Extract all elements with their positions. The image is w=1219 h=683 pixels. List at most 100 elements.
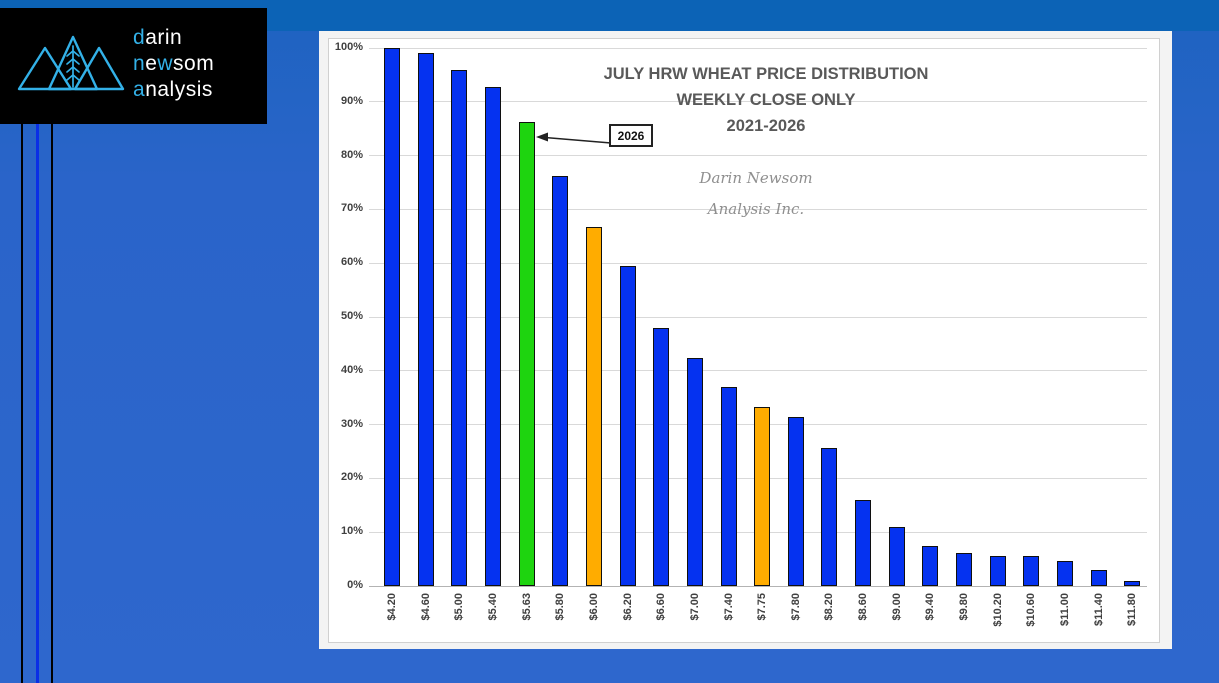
- bar-$4.20: [384, 48, 400, 586]
- price-distribution-chart: JULY HRW WHEAT PRICE DISTRIBUTION WEEKLY…: [328, 38, 1160, 643]
- x-tick-label: $5.40: [484, 593, 502, 621]
- bar-$8.20: [821, 448, 838, 586]
- x-tick-label-text: $8.20: [823, 593, 836, 621]
- bar-$10.20: [989, 555, 1006, 586]
- x-tick-label: $8.60: [854, 593, 872, 621]
- left-divider-line-2: [51, 124, 53, 683]
- y-tick-label: 20%: [340, 471, 363, 484]
- x-tick-label: $6.60: [652, 593, 670, 621]
- x-tick-label: $5.80: [551, 593, 569, 621]
- x-tick-label-text: $6.00: [587, 593, 600, 621]
- bar-$9.00: [888, 526, 905, 586]
- chart-title-line2: WEEKLY CLOSE ONLY: [676, 91, 856, 109]
- x-tick-label: $10.20: [989, 593, 1007, 627]
- mountain-triangles-wheat-icon: [17, 35, 125, 91]
- gridline: [369, 47, 1147, 49]
- x-tick-label: $11.00: [1056, 593, 1074, 626]
- bar-$6.60: [653, 327, 670, 586]
- y-tick-label: 10%: [340, 525, 363, 538]
- bar-$10.60: [1023, 556, 1040, 586]
- x-tick-label-text: $10.60: [1025, 593, 1038, 627]
- y-tick-label: 70%: [340, 202, 363, 215]
- x-tick-label-text: $7.80: [789, 593, 802, 621]
- x-tick-label-text: $4.20: [386, 593, 398, 621]
- y-tick-label: 100%: [334, 41, 363, 53]
- x-tick-label: $9.40: [921, 593, 939, 621]
- y-tick-label: 40%: [340, 363, 363, 376]
- logo-wordmark: darin newsom analysis: [133, 25, 214, 103]
- logo-word-darin: darin: [133, 26, 183, 49]
- bar-$5.80: [552, 176, 569, 586]
- left-divider-line-1: [21, 124, 23, 683]
- x-tick-label-text: $7.40: [722, 593, 735, 621]
- x-tick-label: $7.75: [753, 593, 771, 621]
- bar-$9.40: [922, 546, 939, 586]
- watermark-line1: Darin Newsom: [699, 169, 813, 187]
- bar-$5.00: [451, 69, 468, 586]
- x-tick-label: $7.00: [686, 593, 704, 621]
- x-tick-label-text: $11.00: [1059, 593, 1071, 627]
- x-tick-label-text: $11.40: [1092, 593, 1105, 627]
- left-accent-line: [36, 124, 39, 683]
- x-tick-label: $10.60: [1022, 593, 1040, 627]
- x-tick-label-text: $7.00: [688, 593, 701, 621]
- gridline: [369, 101, 1147, 103]
- y-tick-label: 30%: [340, 417, 363, 430]
- x-tick-label: $4.60: [417, 593, 435, 621]
- gridline: [369, 585, 1147, 587]
- x-tick-label: $8.20: [820, 593, 838, 621]
- y-tick-label: 50%: [340, 310, 363, 322]
- bar-$7.00: [686, 357, 703, 586]
- bar-$7.40: [720, 387, 737, 586]
- chart-title-line1: JULY HRW WHEAT PRICE DISTRIBUTION: [603, 65, 929, 83]
- plot-area: 0% 10% 20% 30% 40% 50% 60% 70% 80% 90% 100% $4.20 $4…: [329, 39, 1159, 642]
- x-tick-label-text: $4.60: [419, 593, 432, 621]
- chart-panel: JULY HRW WHEAT PRICE DISTRIBUTION WEEKLY…: [319, 31, 1172, 649]
- x-tick-label-text: $6.20: [621, 593, 634, 621]
- x-tick-label: $7.40: [720, 593, 738, 621]
- y-tick-label: 80%: [340, 148, 363, 161]
- x-tick-label-text: $5.80: [554, 593, 567, 621]
- logo-word-analysis: analysis: [133, 78, 213, 101]
- watermark-line2: Analysis Inc.: [707, 200, 805, 218]
- gridline: [369, 208, 1147, 210]
- x-tick-label-text: $10.20: [991, 593, 1004, 627]
- x-tick-label-text: $9.00: [890, 593, 903, 621]
- x-tick-label-text: $8.60: [857, 593, 870, 621]
- x-tick-label: $9.80: [955, 593, 973, 621]
- x-tick-label: $9.00: [888, 593, 906, 621]
- x-tick-label: $5.00: [450, 593, 468, 621]
- gridline: [369, 155, 1147, 157]
- x-tick-label: $11.40: [1090, 593, 1108, 626]
- x-tick-label: $6.20: [619, 593, 637, 621]
- bar-$7.80: [787, 417, 804, 586]
- x-tick-label: $11.80: [1123, 593, 1141, 626]
- bar-$8.60: [855, 500, 872, 586]
- bar-$11.80: [1124, 580, 1141, 586]
- annotation-2026-label: 2026: [609, 124, 653, 147]
- x-tick-label: $6.00: [585, 593, 603, 621]
- x-tick-label-text: $9.40: [924, 593, 937, 621]
- x-tick-label-text: $5.63: [520, 593, 533, 621]
- bar-$9.80: [956, 552, 973, 586]
- gridline: [369, 370, 1147, 372]
- bar-$7.75: [754, 406, 771, 586]
- gridline: [369, 316, 1147, 318]
- y-tick-label: 90%: [340, 94, 363, 107]
- x-tick-label: $4.20: [383, 593, 401, 621]
- bar-$6.20: [619, 266, 636, 586]
- y-tick-label: 60%: [340, 256, 363, 269]
- x-tick-label-text: $5.40: [486, 593, 499, 621]
- logo-word-newsom: newsom: [133, 52, 215, 75]
- watermark: Darin Newsom Analysis Inc.: [699, 163, 812, 225]
- logo: darin newsom analysis: [0, 8, 267, 124]
- gridline: [369, 262, 1147, 264]
- bar-$5.63: [518, 121, 535, 586]
- bar-$11.00: [1057, 561, 1073, 586]
- x-tick-label-text: $11.80: [1126, 593, 1139, 627]
- x-tick-label-text: $5.00: [453, 593, 466, 621]
- x-tick-label-text: $9.80: [958, 593, 971, 621]
- y-tick-label: 0%: [347, 579, 363, 591]
- x-tick-label: $5.63: [518, 593, 536, 621]
